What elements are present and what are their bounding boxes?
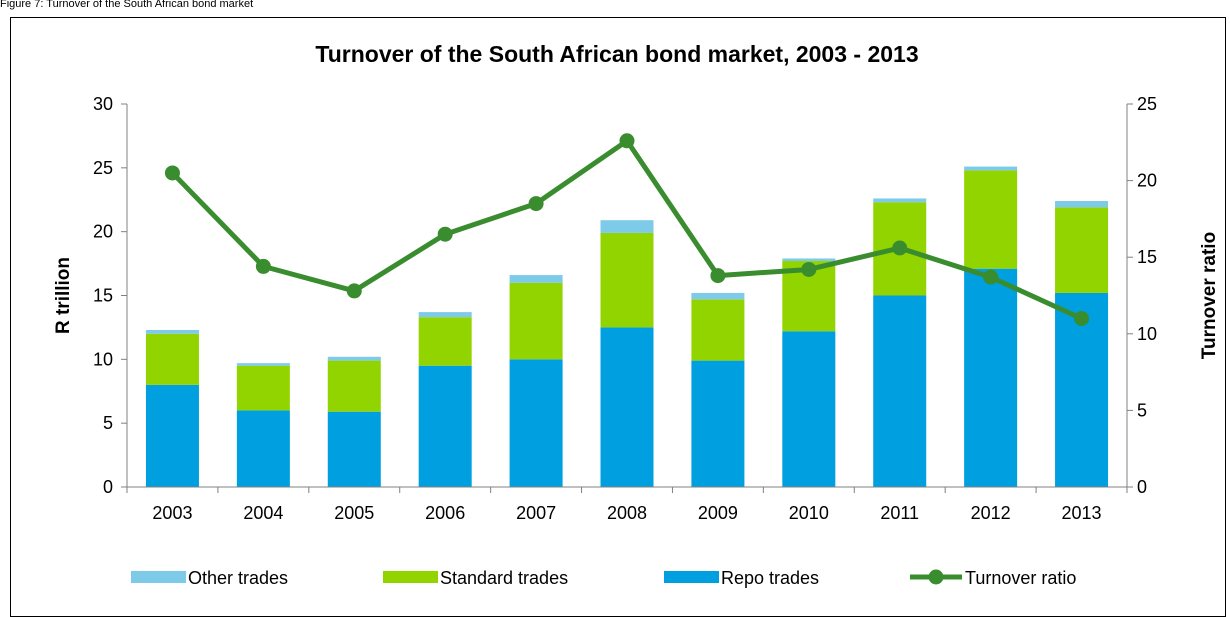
other-bar-2009 — [691, 292, 745, 300]
x-tick-label: 2004 — [243, 503, 283, 523]
right-tick-label: 5 — [1137, 400, 1147, 420]
turnover-ratio-point-2006 — [437, 226, 453, 242]
repo-bar-2005 — [327, 411, 381, 487]
repo-bar-2006 — [418, 365, 472, 487]
repo-bar-2011 — [873, 295, 927, 487]
turnover-chart: Turnover of the South African bond marke… — [53, 41, 1220, 588]
x-tick-label: 2013 — [1062, 503, 1102, 523]
x-tick-label: 2010 — [789, 503, 829, 523]
other-bar-2010 — [782, 258, 836, 262]
left-tick-label: 25 — [93, 158, 113, 178]
y2-axis-title: Turnover ratio — [1199, 232, 1220, 359]
x-tick-label: 2012 — [971, 503, 1011, 523]
standard-bar-2012 — [964, 170, 1018, 269]
other-bar-2011 — [873, 198, 927, 203]
standard-bar-2006 — [418, 317, 472, 366]
bars-layer — [145, 166, 1109, 487]
right-tick-label: 10 — [1137, 324, 1157, 344]
turnover-ratio-point-2013 — [1074, 310, 1090, 326]
ratio-line-layer — [164, 133, 1090, 326]
other-bar-2004 — [236, 363, 290, 366]
standard-bar-2003 — [145, 333, 199, 385]
legend-turnover-ratio-marker — [928, 569, 944, 585]
right-tick-label: 25 — [1137, 94, 1157, 114]
other-bar-2012 — [964, 166, 1018, 171]
turnover-ratio-point-2005 — [346, 283, 362, 299]
legend-other-trades-swatch — [131, 571, 186, 583]
turnover-ratio-point-2012 — [983, 269, 999, 285]
turnover-ratio-point-2004 — [255, 258, 271, 274]
standard-bar-2009 — [691, 299, 745, 361]
repo-bar-2012 — [964, 268, 1018, 487]
legend-turnover-ratio-label: Turnover ratio — [965, 568, 1076, 588]
other-bar-2006 — [418, 312, 472, 318]
x-tick-label: 2003 — [152, 503, 192, 523]
left-tick-label: 20 — [93, 222, 113, 242]
x-tick-label: 2011 — [880, 503, 919, 523]
other-bar-2007 — [509, 275, 563, 283]
turnover-ratio-point-2008 — [619, 133, 635, 149]
right-tick-label: 15 — [1137, 247, 1157, 267]
legend-repo-trades-label: Repo trades — [721, 568, 819, 588]
standard-bar-2004 — [236, 365, 290, 411]
legend-other-trades-label: Other trades — [188, 568, 288, 588]
left-tick-label: 30 — [93, 94, 113, 114]
turnover-ratio-point-2011 — [892, 240, 908, 256]
other-bar-2003 — [145, 329, 199, 334]
other-bar-2008 — [600, 220, 654, 233]
figure-caption: Figure 7: Turnover of the South African … — [0, 0, 254, 10]
turnover-ratio-point-2009 — [710, 268, 726, 284]
standard-bar-2008 — [600, 232, 654, 328]
repo-bar-2003 — [145, 384, 199, 487]
other-bar-2005 — [327, 356, 381, 361]
legend-standard-trades-swatch — [383, 571, 438, 583]
standard-bar-2007 — [509, 282, 563, 360]
right-tick-label: 20 — [1137, 171, 1157, 191]
legend-repo-trades-swatch — [664, 571, 719, 583]
left-tick-label: 10 — [93, 349, 113, 369]
standard-bar-2013 — [1055, 207, 1109, 293]
turnover-ratio-point-2007 — [528, 196, 544, 212]
other-bar-2013 — [1055, 201, 1109, 208]
repo-bar-2008 — [600, 327, 654, 487]
left-tick-label: 0 — [103, 477, 113, 497]
legend-standard-trades-label: Standard trades — [440, 568, 568, 588]
repo-bar-2007 — [509, 359, 563, 487]
legend: Other trades Standard trades Repo trades Tu… — [131, 568, 1076, 588]
right-tick-label: 0 — [1137, 477, 1147, 497]
x-tick-label: 2006 — [425, 503, 465, 523]
x-tick-label: 2005 — [334, 503, 374, 523]
turnover-ratio-point-2010 — [801, 261, 817, 277]
y-axis-title: R trillion — [53, 257, 74, 334]
left-tick-label: 15 — [93, 286, 113, 306]
x-tick-label: 2008 — [607, 503, 647, 523]
turnover-ratio-point-2003 — [164, 165, 180, 181]
repo-bar-2009 — [691, 360, 745, 487]
repo-bar-2010 — [782, 331, 836, 487]
standard-bar-2005 — [327, 360, 381, 412]
left-tick-label: 5 — [103, 413, 113, 433]
x-tick-label: 2009 — [698, 503, 738, 523]
chart-title: Turnover of the South African bond marke… — [315, 41, 918, 67]
axes-layer: 0 5 10 15 20 25 30 0 5 10 15 20 25 2003 2004 2005 2006 20… — [53, 94, 1220, 523]
repo-bar-2004 — [236, 410, 290, 487]
x-tick-label: 2007 — [516, 503, 556, 523]
